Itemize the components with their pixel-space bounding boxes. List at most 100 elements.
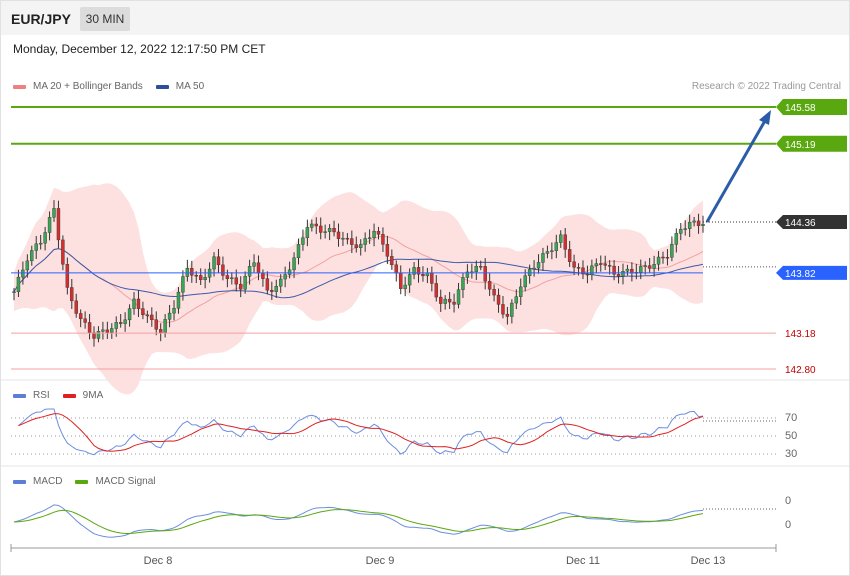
candle-body xyxy=(434,283,438,298)
projection-arrowhead xyxy=(759,110,771,125)
resistance-tag xyxy=(776,135,847,152)
legend-swatch-rsi-9ma xyxy=(62,393,76,398)
resistance-tag xyxy=(776,99,847,115)
candle-body xyxy=(74,300,78,314)
candle-body xyxy=(647,265,652,269)
candle-body xyxy=(696,220,701,226)
candle-body xyxy=(181,276,185,293)
candle-body xyxy=(492,289,496,296)
candle-body xyxy=(96,331,101,339)
candle-body xyxy=(150,314,154,320)
x-axis-label: Dec 11 xyxy=(566,555,600,567)
projection-arrow xyxy=(705,118,768,223)
candle-body xyxy=(243,275,247,290)
timeframe-button[interactable]: 30 MIN xyxy=(80,7,130,31)
candle-body xyxy=(34,243,38,251)
candle-body xyxy=(661,256,665,259)
candle-body xyxy=(310,223,314,228)
chart-header: EUR/JPY 30 MIN xyxy=(1,1,849,35)
bollinger-band-fill xyxy=(14,183,703,395)
candle-body xyxy=(381,234,385,245)
candle-body xyxy=(585,273,590,276)
candle-body xyxy=(283,274,287,280)
x-axis-label: Dec 13 xyxy=(691,555,726,567)
price-levels: 145.58 145.19 144.36 143.82 143.18 142.80 xyxy=(11,99,847,376)
candle-body xyxy=(683,228,687,230)
candle-body xyxy=(141,308,145,316)
candle-body xyxy=(21,269,25,278)
candle-body xyxy=(101,329,105,332)
candle-body xyxy=(105,329,110,333)
legend-label-ma20: MA 20 + Bollinger Bands xyxy=(33,81,143,92)
candle-body xyxy=(198,275,203,281)
candle-body xyxy=(701,223,705,226)
candle-body xyxy=(225,275,230,279)
candle-body xyxy=(394,264,398,274)
candle-body xyxy=(78,313,83,320)
candle-body xyxy=(354,244,358,248)
rsi-line xyxy=(18,408,704,456)
candle-body xyxy=(447,298,452,303)
support-label: 143.18 xyxy=(785,329,816,340)
candle-body xyxy=(656,256,661,265)
candle-body xyxy=(496,294,501,305)
candle-body xyxy=(581,267,585,275)
candle-body xyxy=(167,312,172,320)
last-price-tag xyxy=(776,214,847,229)
candle-body xyxy=(559,234,563,243)
candle-body xyxy=(287,269,292,275)
candle-body xyxy=(65,264,70,288)
candle-body xyxy=(563,234,567,250)
legend-label-rsi: RSI xyxy=(33,390,50,401)
candle-body xyxy=(247,266,252,277)
candle-body xyxy=(163,319,167,333)
candle-body xyxy=(376,230,381,235)
legend-label-ma50: MA 50 xyxy=(175,81,205,92)
candle-body xyxy=(461,277,465,290)
candle-body xyxy=(305,227,310,239)
support-label: 142.80 xyxy=(785,365,816,376)
candle-body xyxy=(385,244,390,257)
symbol-label: EUR/JPY xyxy=(11,11,71,27)
candle-body xyxy=(203,277,207,281)
candle-body xyxy=(625,268,630,272)
candle-body xyxy=(590,265,594,275)
candle-body xyxy=(474,266,478,273)
candle-body xyxy=(292,257,296,271)
candle-body xyxy=(16,276,21,292)
candle-body xyxy=(127,308,132,321)
resistance-tag-label: 145.58 xyxy=(785,103,816,114)
legend-label-macd-signal: MACD Signal xyxy=(95,476,156,487)
candle-body xyxy=(670,244,674,258)
candle-body xyxy=(456,289,461,305)
candle-body xyxy=(545,251,550,254)
macd-level-label: 0 xyxy=(785,495,791,507)
candle-body xyxy=(452,301,456,305)
candle-body xyxy=(30,250,34,262)
rsi-9ma-line xyxy=(18,413,704,452)
candle-body xyxy=(274,285,278,292)
candle-body xyxy=(145,314,150,317)
candle-body xyxy=(270,289,274,292)
candle-body xyxy=(43,232,47,244)
legend-swatch-macd-signal xyxy=(75,479,89,484)
legend-label-rsi-9ma: 9MA xyxy=(82,390,104,401)
candle-body xyxy=(541,253,545,263)
candle-body xyxy=(407,274,412,286)
candle-body xyxy=(341,237,345,240)
candle-body xyxy=(505,313,510,317)
candle-body xyxy=(572,261,576,268)
candle-body xyxy=(687,221,692,229)
ma20-line xyxy=(13,235,704,323)
candle-body xyxy=(216,256,221,266)
candle-body xyxy=(430,272,434,284)
candle-body xyxy=(154,319,158,330)
candle-body xyxy=(372,230,376,238)
legend-swatch-rsi xyxy=(13,393,26,398)
candle-body xyxy=(621,271,625,277)
candle-body xyxy=(465,271,470,278)
timestamp: Monday, December 12, 2022 12:17:50 PM CE… xyxy=(13,42,266,56)
candle-body xyxy=(70,287,74,302)
candle-body xyxy=(25,260,30,271)
rsi-level-label: 30 xyxy=(785,448,797,460)
